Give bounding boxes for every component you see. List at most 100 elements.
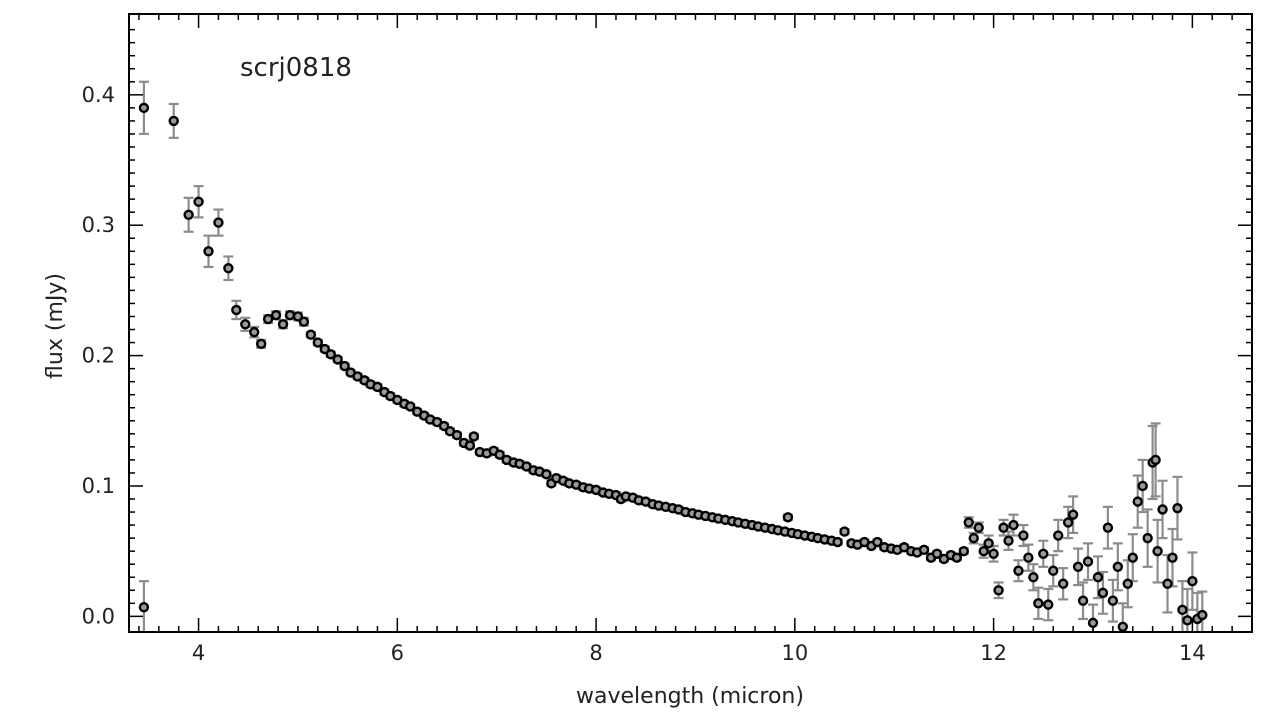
data-point (988, 548, 999, 559)
data-point (832, 536, 843, 548)
x-tick-label: 8 (589, 641, 602, 665)
data-point (782, 512, 794, 523)
y-tick-label: 0.4 (82, 83, 115, 107)
data-point (958, 545, 969, 557)
data-point (978, 545, 989, 557)
data-point (183, 209, 194, 220)
data-point (1162, 578, 1173, 589)
data-point (298, 316, 310, 327)
data-point (1053, 530, 1064, 541)
data-point (312, 337, 324, 348)
data-point (138, 602, 150, 613)
data-point (1033, 598, 1044, 609)
data-point (1097, 587, 1109, 599)
data-point (203, 246, 214, 257)
data-point (305, 329, 317, 340)
data-point (193, 196, 204, 207)
x-tick-label: 6 (391, 641, 404, 665)
data-point (240, 319, 251, 330)
x-tick-label: 14 (1179, 641, 1206, 665)
data-point (1127, 552, 1138, 563)
data-point (464, 440, 476, 451)
data-point (918, 544, 930, 556)
data-point (973, 522, 984, 533)
data-point (963, 517, 974, 528)
data-point (1057, 578, 1069, 589)
data-point (372, 381, 383, 393)
data-point (1137, 480, 1148, 492)
data-point (1077, 595, 1089, 606)
data-point (325, 349, 336, 360)
data-point (451, 429, 463, 441)
data-point (1107, 595, 1119, 606)
data-point (1132, 496, 1143, 507)
data-point (1122, 578, 1133, 589)
data-point (1187, 575, 1198, 587)
data-point (1152, 545, 1163, 557)
y-tick-label: 0.0 (82, 604, 115, 628)
data-point (1087, 617, 1099, 629)
data-point (262, 313, 274, 325)
data-point (1157, 504, 1168, 515)
data-point (405, 401, 416, 412)
chart-title: scrj0818 (240, 53, 352, 83)
data-point (494, 449, 505, 460)
y-axis-label: flux (mJy) (43, 273, 68, 379)
data-point (1082, 556, 1094, 567)
data-point (931, 548, 943, 559)
data-point (1038, 548, 1049, 559)
data-point (993, 585, 1004, 596)
tick-layer (129, 14, 1252, 632)
data-point (541, 469, 552, 480)
data-point (1048, 565, 1059, 576)
data-point (1008, 519, 1019, 531)
tick-label-layer: 4 6 8 10 12 14 0.0 0.1 0.2 0.3 0.4 (82, 83, 1206, 665)
data-point (968, 532, 979, 544)
data-point (1112, 561, 1124, 573)
data-point (468, 431, 480, 442)
data-point (223, 263, 234, 274)
data-point (168, 115, 179, 127)
data-point (1172, 502, 1183, 514)
data-point (138, 102, 150, 114)
data-point (1028, 572, 1039, 583)
data-point (1092, 572, 1104, 583)
data-point (1067, 509, 1079, 520)
data-point (998, 522, 1009, 533)
data-point (1003, 535, 1014, 546)
data-point (1117, 621, 1129, 632)
data-point (1177, 604, 1188, 616)
data-point (1018, 530, 1029, 541)
data-point (872, 536, 883, 548)
x-tick-label: 12 (980, 641, 1007, 665)
data-point (284, 309, 296, 321)
data-point (951, 552, 963, 563)
data-point (249, 326, 260, 338)
error-bar-layer (138, 80, 1208, 632)
data-point (839, 526, 850, 537)
data-point (277, 319, 289, 330)
data-point (1197, 609, 1208, 621)
x-axis-label: wavelength (micron) (576, 684, 804, 709)
data-point (983, 538, 994, 549)
data-point (1150, 454, 1161, 466)
plot-frame (128, 13, 1253, 633)
data-point (339, 360, 350, 372)
x-tick-label: 10 (781, 641, 808, 665)
data-point (1023, 552, 1034, 563)
y-tick-label: 0.3 (82, 213, 115, 237)
data-point-layer (138, 102, 1208, 632)
y-tick-label: 0.1 (82, 474, 115, 498)
data-point (1062, 517, 1074, 528)
data-point (1072, 561, 1084, 573)
data-point (1102, 522, 1114, 533)
data-point (1182, 615, 1193, 626)
data-point (255, 338, 267, 350)
y-tick-label: 0.2 (82, 344, 115, 368)
data-point (1043, 599, 1054, 610)
data-point (213, 217, 224, 228)
data-point (1013, 565, 1024, 576)
x-tick-label: 4 (192, 641, 205, 665)
data-point (270, 309, 282, 321)
